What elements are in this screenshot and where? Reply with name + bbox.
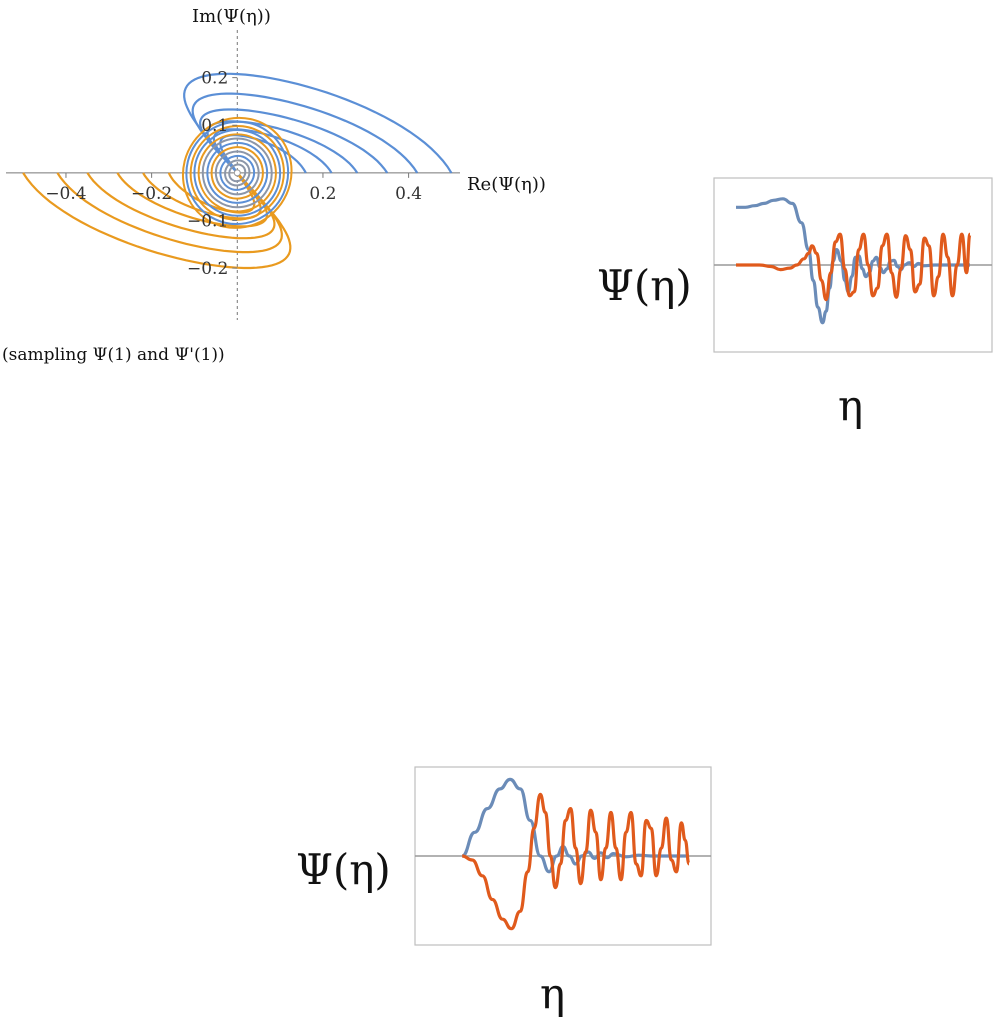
wavefunction-1-series [735, 197, 972, 325]
phase-blue-loop [212, 128, 333, 174]
phase-inner-ellipse [214, 150, 260, 196]
wavefunction-series-orange [462, 792, 691, 931]
phase-inner-ellipse [193, 129, 282, 217]
phase-inner-ellipse [228, 163, 247, 183]
phase-inner-ellipse [219, 154, 256, 191]
phase-plot: −0.4 −0.2 0.2 0.4 0.2 0.1 −0.1 −0.2 Im(Ψ(η)) Re… [2, 6, 546, 365]
phase-y-tick-label: 0.2 [201, 69, 228, 89]
phase-x-tick-label: −0.4 [45, 184, 86, 204]
phase-inner-ellipse [181, 116, 293, 229]
phase-y-tick-label: −0.2 [187, 259, 228, 279]
phase-caption: (sampling Ψ(1) and Ψ'(1)) [2, 345, 225, 365]
wavefunction-2-x-label: η [540, 969, 565, 1018]
wavefunction-1-y-label: Ψ(η) [597, 261, 692, 310]
phase-inner-ellipse [189, 125, 285, 221]
phase-x-tick-label: −0.2 [131, 184, 172, 204]
phase-y-label: Im(Ψ(η)) [192, 6, 271, 27]
phase-x-tick-label: 0.2 [309, 184, 336, 204]
phase-curves [22, 72, 453, 270]
phase-y-tick-label: −0.1 [187, 211, 228, 231]
phase-x-label: Re(Ψ(η)) [467, 174, 546, 195]
wavefunction-2-y-label: Ψ(η) [296, 845, 391, 894]
phase-inner-ellipse [197, 133, 277, 213]
phase-ticks: −0.4 −0.2 0.2 0.4 0.2 0.1 −0.1 −0.2 [45, 69, 422, 279]
phase-inner-ellipse [206, 141, 269, 204]
phase-y-tick-label: 0.1 [201, 116, 228, 136]
phase-inner-ellipse [210, 146, 264, 200]
wavefunction-plot-2: Ψ(η) η [296, 766, 712, 1018]
phase-inner-ellipse [185, 120, 290, 226]
wavefunction-plot-1: Ψ(η) η [597, 177, 993, 430]
phase-x-tick-label: 0.4 [395, 184, 422, 204]
wavefunction-series-blue [461, 777, 689, 874]
phase-inner-ellipse [201, 137, 273, 209]
wavefunction-series-orange [735, 232, 972, 302]
wavefunction-2-series [461, 777, 691, 931]
wavefunction-series-blue [736, 197, 970, 325]
phase-origin-point [233, 169, 241, 177]
wavefunction-1-x-label: η [838, 381, 863, 430]
phase-inner-ellipse [224, 159, 251, 187]
